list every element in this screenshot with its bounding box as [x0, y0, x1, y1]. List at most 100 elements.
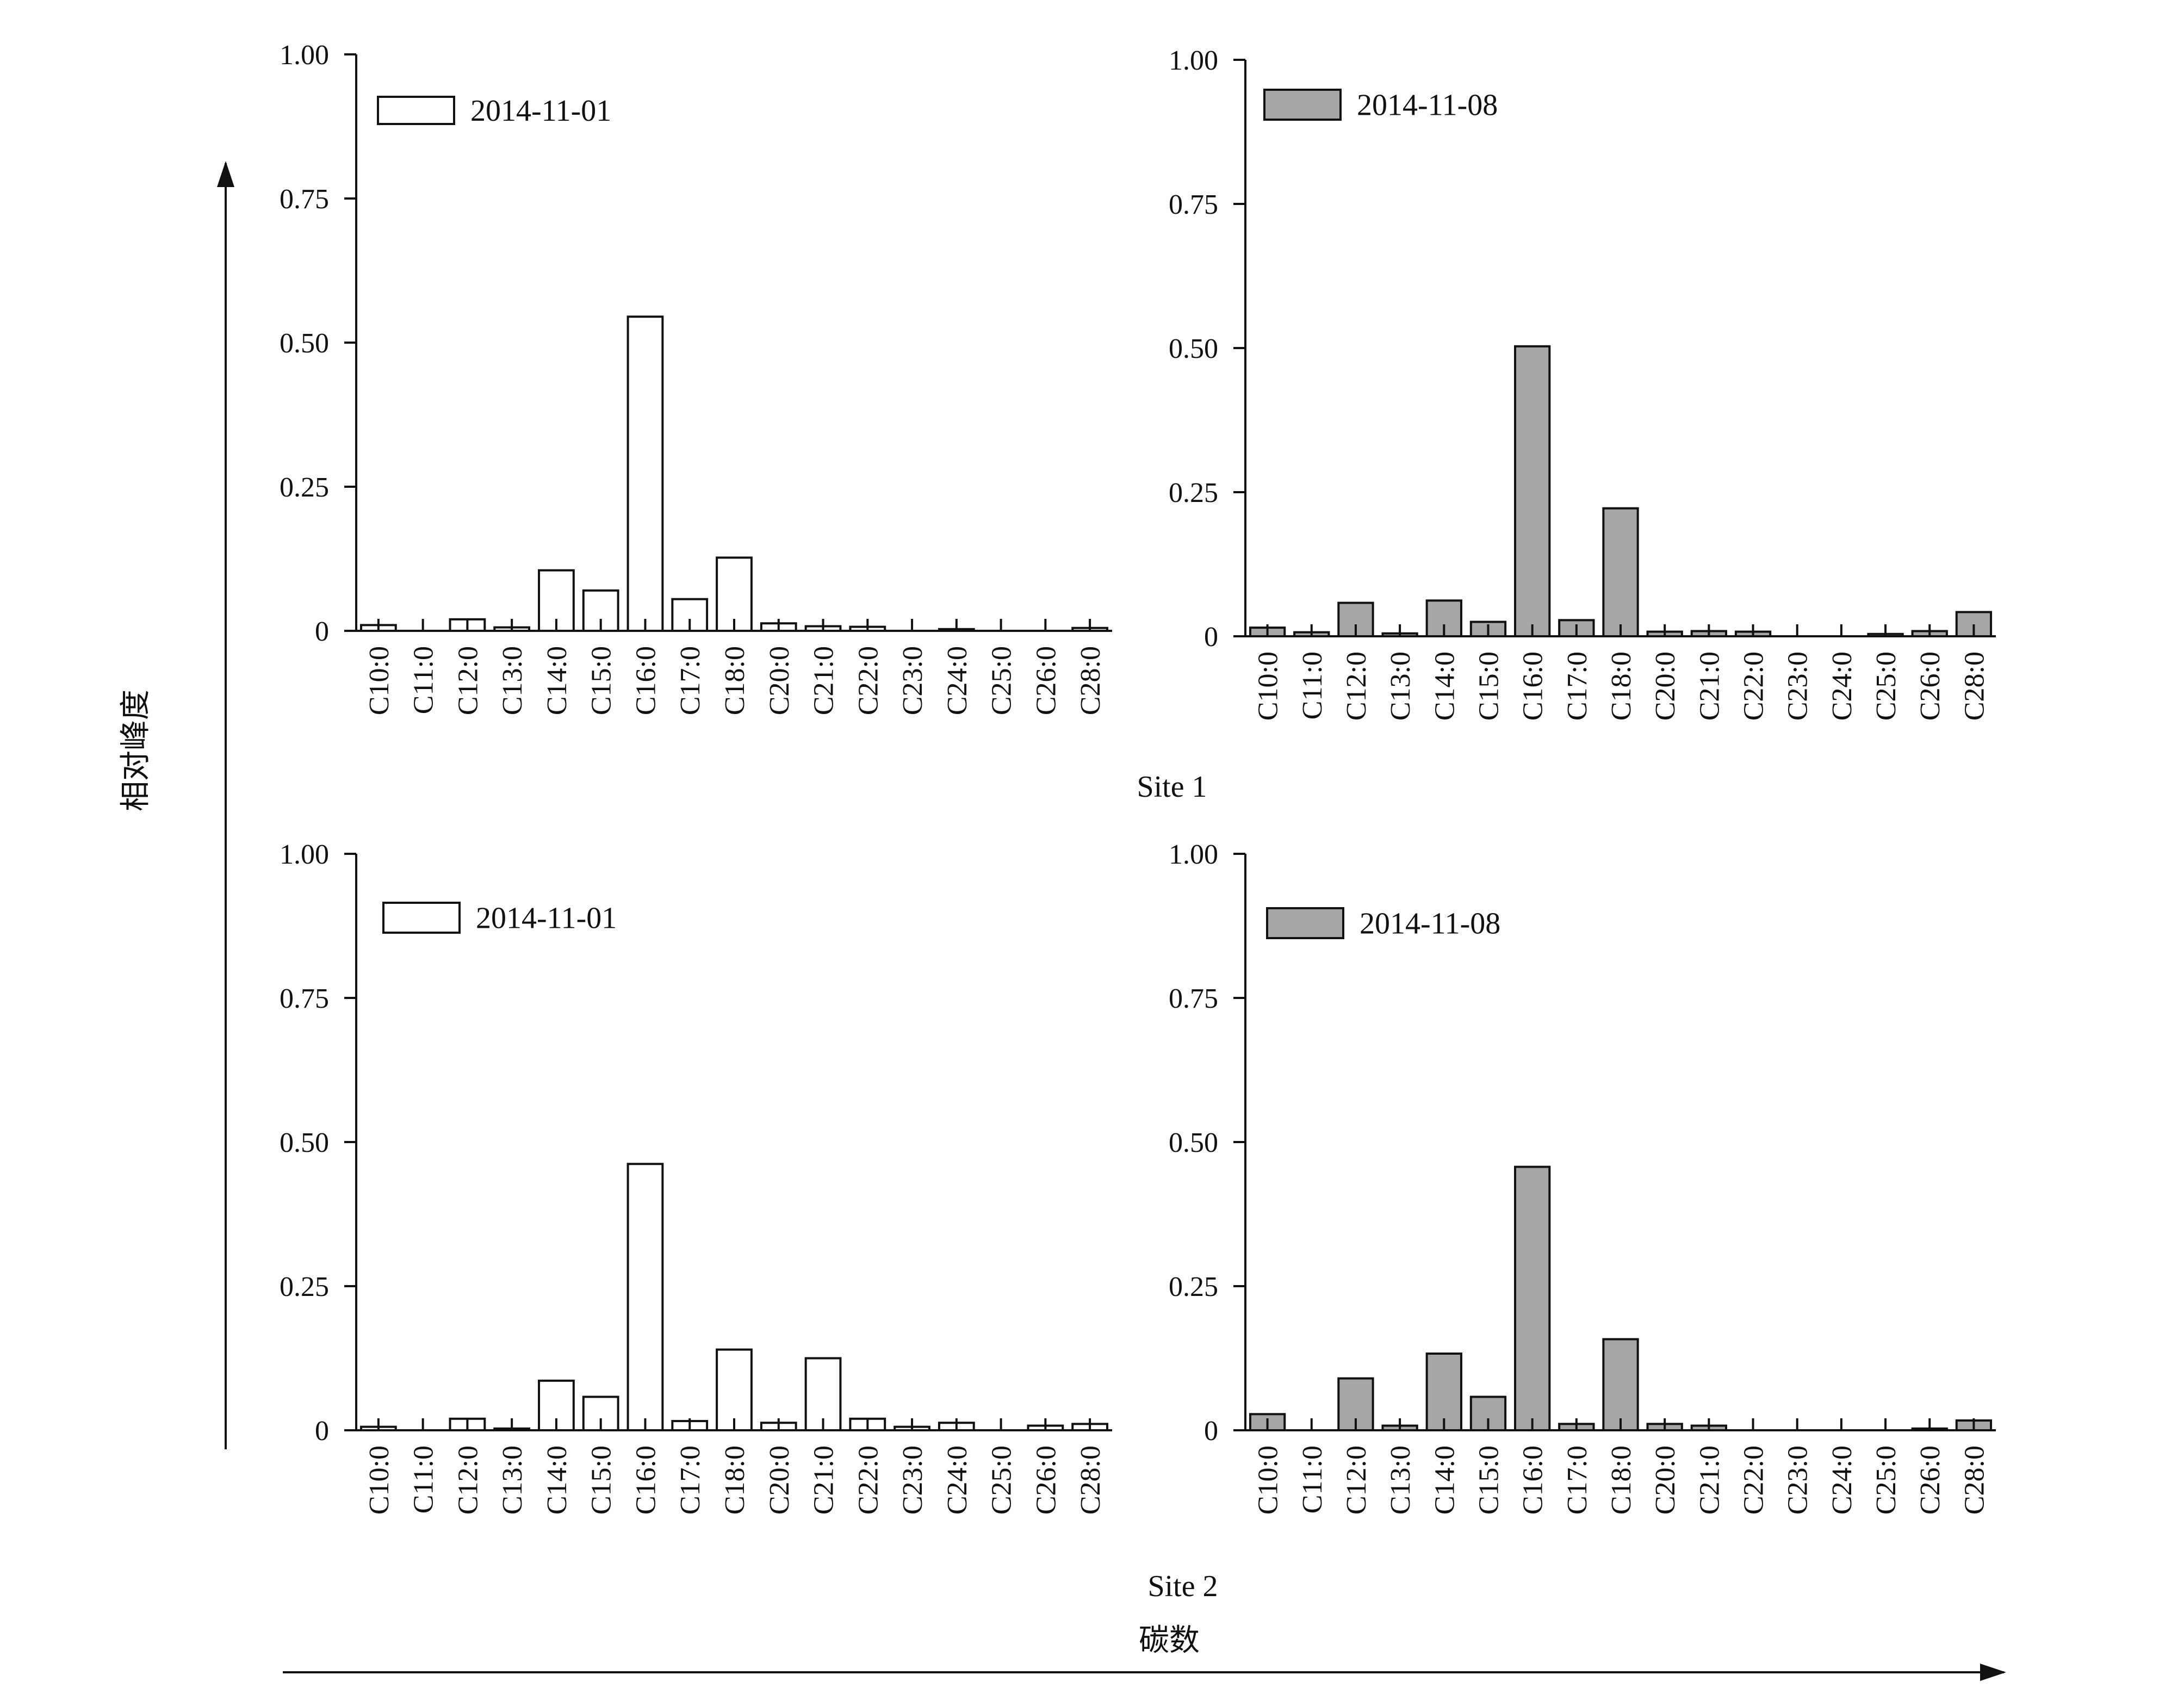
x-tick-label: C26:0: [1031, 1446, 1062, 1515]
x-tick-label: C20:0: [764, 646, 795, 715]
panel-site2-2014-11-08: 0 0.25 0.50 0.75 1.00 C10:0 C11:0 C12:0 C13:0 C14…: [1169, 839, 1996, 1515]
x-tick-label: C13:0: [1385, 1446, 1416, 1515]
y-tick-label: 1.00: [280, 839, 329, 870]
x-tick-label: C28:0: [1075, 1446, 1106, 1515]
x-tick-label: C21:0: [809, 646, 840, 715]
x-tick-label: C10:0: [1253, 652, 1284, 721]
x-tick-label: C17:0: [675, 646, 706, 715]
x-tick-label: C14:0: [542, 646, 573, 715]
x-tick-label: C24:0: [942, 1446, 973, 1515]
x-tick-label: C15:0: [1473, 652, 1504, 721]
x-tick-label: C22:0: [853, 1446, 884, 1515]
legend-swatch: [377, 96, 455, 125]
x-tick-label: C18:0: [719, 1446, 750, 1515]
panel-site2-2014-11-01: 0 0.25 0.50 0.75 1.00 C10:0 C11:0 C12:0 C13:0 C14…: [280, 839, 1112, 1515]
x-tick-label: C17:0: [1562, 1446, 1593, 1515]
x-tick-label: C26:0: [1031, 646, 1062, 715]
x-tick-label: C25:0: [986, 646, 1017, 715]
x-tick-label: C22:0: [1739, 1446, 1770, 1515]
x-tick-label: C14:0: [1429, 1446, 1460, 1515]
y-tick-label: 0.50: [280, 328, 329, 359]
bar-C16-0: [1513, 345, 1551, 637]
x-tick-label: C12:0: [1341, 652, 1372, 721]
x-tick-label: C15:0: [1473, 1446, 1504, 1515]
x-tick-label: C21:0: [1694, 652, 1725, 721]
x-tick-label: C10:0: [364, 646, 395, 715]
y-tick-label: 0.75: [280, 983, 329, 1014]
x-tick-label: C10:0: [364, 1446, 395, 1515]
x-tick-label: C17:0: [1562, 652, 1593, 721]
x-tick-label: C23:0: [897, 1446, 928, 1515]
x-tick-label: C28:0: [1075, 646, 1106, 715]
bar-C18-0: [716, 1348, 753, 1432]
y-tick-label: 0.75: [1169, 983, 1218, 1014]
x-tick-label: C11:0: [408, 1446, 439, 1513]
x-tick-label: C11:0: [1297, 652, 1328, 719]
bar-C16-0: [1513, 1165, 1551, 1432]
x-tick-label: C11:0: [1297, 1446, 1328, 1513]
y-tick-label: 0.50: [1169, 1127, 1218, 1158]
y-tick-label: 0.50: [1169, 333, 1218, 364]
x-tick-label: C12:0: [1341, 1446, 1372, 1515]
x-tick-label: C20:0: [1650, 652, 1681, 721]
x-tick-label: C11:0: [408, 646, 439, 714]
bar-C21-0: [804, 1357, 842, 1431]
x-tick-label: C18:0: [719, 646, 750, 715]
x-tick-label: C22:0: [1739, 652, 1770, 721]
y-tick-label: 0.50: [280, 1127, 329, 1158]
x-tick-label: C24:0: [1827, 1446, 1858, 1515]
y-tick-label: 0: [315, 616, 329, 647]
x-tick-label: C24:0: [942, 646, 973, 715]
x-tick-label: C25:0: [1871, 1446, 1902, 1515]
x-tick-label: C18:0: [1606, 652, 1637, 721]
x-tick-label: C13:0: [497, 1446, 528, 1515]
x-tick-label: C25:0: [1871, 652, 1902, 721]
legend-label: 2014-11-01: [476, 902, 617, 935]
bar-C18-0: [1602, 1338, 1639, 1432]
x-tick-label: C25:0: [986, 1446, 1017, 1515]
x-tick-label: C16:0: [630, 1446, 661, 1515]
y-tick-label: 0.75: [1169, 189, 1218, 220]
x-tick-label: C14:0: [542, 1446, 573, 1515]
x-tick-label: C28:0: [1959, 652, 1990, 721]
site-2-label: Site 2: [1147, 1569, 1218, 1603]
x-tick-label: C20:0: [1650, 1446, 1681, 1515]
x-tick-label: C26:0: [1915, 1446, 1946, 1515]
bar-C10-0: [1249, 1413, 1286, 1432]
x-tick-label: C23:0: [897, 646, 928, 715]
y-tick-label: 0.25: [1169, 1271, 1218, 1302]
bar-C16-0: [626, 315, 664, 632]
x-tick-label: C23:0: [1783, 652, 1814, 721]
legend-label: 2014-11-08: [1360, 907, 1500, 941]
x-tick-label: C26:0: [1915, 652, 1946, 721]
y-tick-label: 0.25: [1169, 477, 1218, 508]
y-tick-label: 0: [315, 1416, 329, 1447]
x-tick-label: C23:0: [1783, 1446, 1814, 1515]
x-axis-title: 碳数: [1139, 1624, 1200, 1658]
legend-label: 2014-11-08: [1357, 89, 1498, 122]
y-tick-label: 0.25: [280, 1271, 329, 1302]
x-tick-label: C16:0: [630, 646, 661, 715]
x-tick-label: C10:0: [1253, 1446, 1284, 1515]
bar-C18-0: [1602, 507, 1639, 637]
legend-swatch: [1266, 907, 1344, 939]
x-tick-label: C13:0: [497, 646, 528, 715]
x-tick-label: C16:0: [1518, 1446, 1549, 1515]
y-tick-label: 0: [1204, 622, 1218, 653]
x-tick-label: C12:0: [452, 646, 483, 715]
y-tick-label: 0: [1204, 1416, 1218, 1447]
y-tick-label: 1.00: [1169, 45, 1218, 76]
x-tick-label: C12:0: [452, 1446, 483, 1515]
panel-site1-2014-11-01: 0 0.25 0.50 0.75 1.00 C10:0 C11:0 C12:0 C13:0 C14…: [280, 40, 1112, 715]
x-tick-label: C24:0: [1827, 652, 1858, 721]
bar-C16-0: [626, 1163, 664, 1432]
x-tick-label: C16:0: [1518, 652, 1549, 721]
x-tick-label: C28:0: [1959, 1446, 1990, 1515]
panel-site1-2014-11-08: 0 0.25 0.50 0.75 1.00 C10:0 C11:0 C12:0 C13:0 C14…: [1169, 45, 1996, 721]
x-tick-label: C13:0: [1385, 652, 1416, 721]
x-tick-label: C17:0: [675, 1446, 706, 1515]
y-tick-label: 0.75: [280, 184, 329, 215]
legend-swatch: [382, 902, 461, 934]
y-tick-label: 1.00: [1169, 839, 1218, 870]
